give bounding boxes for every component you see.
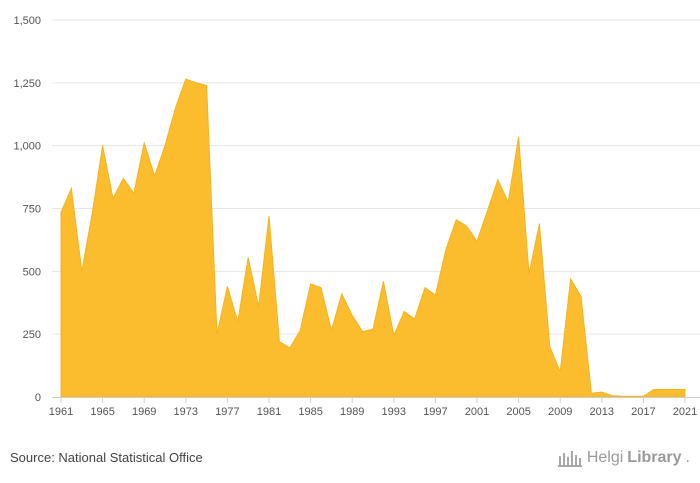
x-tick-label: 2009 bbox=[548, 406, 572, 418]
x-tick-label: 2013 bbox=[590, 406, 614, 418]
x-tick-label: 2001 bbox=[465, 406, 489, 418]
y-tick-label: 1,500 bbox=[13, 15, 41, 27]
y-tick-label: 750 bbox=[23, 204, 41, 216]
y-tick-label: 500 bbox=[23, 266, 41, 278]
x-tick-label: 1985 bbox=[298, 406, 322, 418]
y-tick-label: 250 bbox=[23, 329, 41, 341]
helgilibrary-logo[interactable]: Helgi Library. bbox=[557, 448, 690, 468]
y-tick-label: 0 bbox=[35, 392, 41, 404]
x-tick-label: 1961 bbox=[49, 406, 73, 418]
x-tick-label: 1981 bbox=[257, 406, 281, 418]
x-axis-tick-labels: 1961 1965 1969 1973 1977 1981 1985 1989 1993 1997… bbox=[49, 406, 697, 418]
x-axis bbox=[52, 397, 700, 403]
x-tick-label: 2021 bbox=[673, 406, 697, 418]
library-building-icon bbox=[557, 451, 582, 467]
brand-name-helgi: Helgi bbox=[586, 449, 624, 466]
x-tick-label: 1977 bbox=[215, 406, 239, 418]
brand-name-library: Library bbox=[627, 449, 682, 466]
area-series bbox=[60, 78, 686, 398]
y-tick-label: 1,250 bbox=[13, 78, 41, 90]
area-fill bbox=[60, 78, 686, 398]
brand-name-suffix: . bbox=[685, 449, 690, 466]
y-axis-tick-labels: 0 250 500 750 1,000 1,250 1,500 bbox=[13, 15, 41, 404]
x-tick-label: 1997 bbox=[423, 406, 447, 418]
y-tick-label: 1,000 bbox=[13, 141, 41, 153]
x-tick-label: 1973 bbox=[174, 406, 198, 418]
x-tick-label: 1965 bbox=[90, 406, 114, 418]
x-tick-label: 1969 bbox=[132, 406, 156, 418]
x-tick-label: 2005 bbox=[506, 406, 530, 418]
source-note: Source: National Statistical Office bbox=[10, 450, 203, 465]
x-tick-label: 1993 bbox=[382, 406, 406, 418]
x-tick-label: 1989 bbox=[340, 406, 364, 418]
x-tick-label: 2017 bbox=[631, 406, 655, 418]
